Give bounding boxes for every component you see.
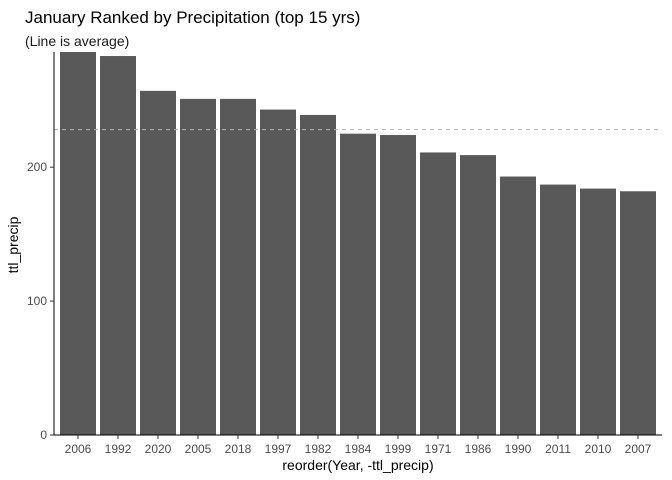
x-tick-label-1997: 1997 [265,442,292,456]
x-tick-label-1971: 1971 [425,442,452,456]
bar-2011 [540,184,576,435]
bar-2007 [620,191,656,435]
x-tick-label-1982: 1982 [305,442,332,456]
chart-subtitle: (Line is average) [25,33,129,49]
x-tick-label-1992: 1992 [105,442,132,456]
bars-group [60,52,656,436]
bar-2005 [180,98,216,436]
x-axis-title: reorder(Year, -ttl_precip) [282,457,433,473]
x-tick-label-2007: 2007 [625,442,652,456]
bar-1986 [460,155,496,435]
y-ticks-group: 0 100 200 [27,160,54,442]
x-tick-label-2011: 2011 [545,442,571,456]
x-tick-label-2010: 2010 [585,442,612,456]
x-ticks-group: 2006 1992 2020 2005 2018 1997 1982 1984 1999 1971… [65,435,652,456]
y-axis-title: ttl_precip [5,216,21,273]
bar-2020 [140,90,176,435]
y-tick-label-200: 200 [27,160,47,174]
bar-2006 [60,52,96,435]
chart-title: January Ranked by Precipitation (top 15 … [25,8,360,27]
bar-2010 [580,188,616,435]
bar-1992 [100,56,136,436]
x-tick-label-1999: 1999 [385,442,412,456]
x-tick-label-1986: 1986 [465,442,492,456]
x-tick-label-1984: 1984 [345,442,372,456]
x-tick-label-2005: 2005 [185,442,212,456]
bar-1999 [380,135,416,435]
y-tick-label-100: 100 [27,294,47,308]
x-tick-label-2018: 2018 [225,442,252,456]
bar-2018 [220,98,256,436]
x-tick-label-2020: 2020 [145,442,172,456]
x-tick-label-2006: 2006 [65,442,92,456]
y-tick-label-0: 0 [40,428,47,442]
bar-1971 [420,152,456,435]
x-tick-label-1990: 1990 [505,442,532,456]
bar-1997 [260,109,296,435]
bar-1984 [340,133,376,435]
bar-1982 [300,114,336,435]
bar-1990 [500,176,536,436]
